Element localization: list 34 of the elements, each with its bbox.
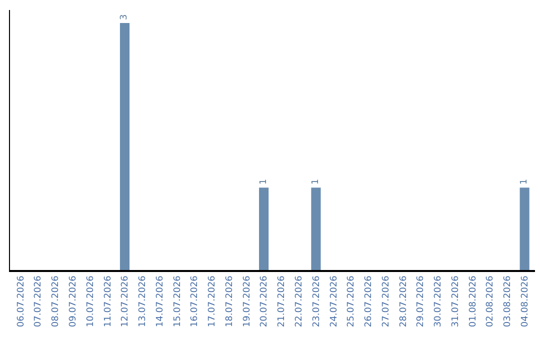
x-tick-label: 10.07.2026: [86, 275, 96, 328]
x-tick-label: 22.07.2026: [294, 275, 305, 328]
x-tick-label: 31.07.2026: [450, 275, 461, 328]
x-tick-label: 14.07.2026: [155, 275, 166, 328]
x-tick-label: 25.07.2026: [346, 275, 357, 328]
x-tick-label: 01.08.2026: [468, 275, 478, 328]
x-tick-label: 23.07.2026: [312, 275, 322, 328]
x-tick-label: 29.07.2026: [416, 275, 426, 328]
x-tick-label: 19.07.2026: [242, 275, 252, 328]
x-tick-label: 03.08.2026: [503, 275, 514, 328]
data-label: 1: [520, 178, 530, 185]
x-tick-label: 15.07.2026: [172, 275, 183, 328]
x-tick-label: 27.07.2026: [381, 275, 392, 328]
x-tick-label: 12.07.2026: [120, 275, 131, 328]
x-tick-label: 21.07.2026: [277, 275, 288, 328]
x-tick-label: 24.07.2026: [329, 275, 340, 328]
x-tick-label: 30.07.2026: [434, 275, 444, 328]
x-tick-label: 26.07.2026: [364, 275, 374, 328]
x-tick-label: 06.07.2026: [16, 275, 26, 328]
x-tick-label: 18.07.2026: [224, 275, 235, 328]
x-tick-label: 28.07.2026: [398, 275, 409, 328]
data-label: 3: [120, 14, 130, 20]
x-tick-label: 17.07.2026: [208, 275, 218, 328]
x-tick-label: 04.08.2026: [520, 275, 530, 328]
x-tick-label: 13.07.2026: [138, 275, 148, 328]
data-label: 1: [310, 178, 321, 185]
x-tick-label: 08.07.2026: [51, 275, 62, 328]
x-tick-label: 20.07.2026: [260, 275, 270, 328]
x-tick-label: 07.07.2026: [34, 275, 44, 328]
x-tick-label: 16.07.2026: [190, 275, 200, 328]
x-tick-label: 02.08.2026: [486, 275, 496, 328]
x-tick-label: 11.07.2026: [103, 275, 114, 328]
data-label: 1: [258, 178, 269, 185]
x-tick-label: 09.07.2026: [68, 275, 79, 328]
